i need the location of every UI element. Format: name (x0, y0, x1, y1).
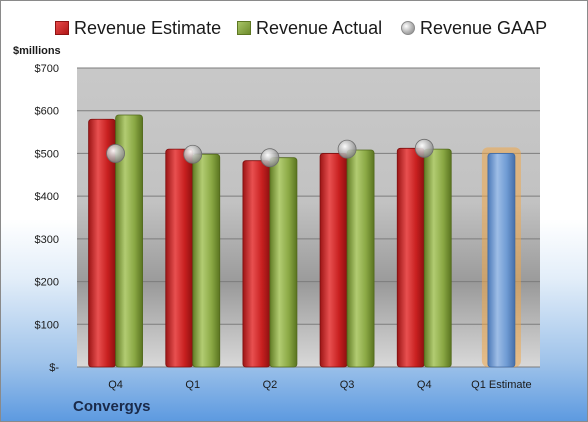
legend-label-gaap: Revenue GAAP (420, 17, 548, 38)
x-tick-label: Q4 (108, 379, 123, 391)
y-axis-units-label: $millions (13, 45, 61, 57)
bar-revenue-actual (423, 148, 452, 368)
bar-revenue-actual (269, 157, 298, 368)
legend-item-gaap: Revenue GAAP (401, 13, 547, 43)
bar-revenue-estimate (242, 160, 271, 368)
x-tick-label: Q3 (340, 379, 355, 391)
legend-label-actual: Revenue Actual (256, 17, 383, 38)
y-tick-label: $100 (35, 319, 59, 331)
y-tick-label: $400 (35, 191, 59, 203)
legend-swatch-gaap (401, 21, 415, 35)
bar-revenue-estimate (319, 153, 348, 368)
x-axis: Q4 Q1 Q2 Q3 Q4 Q1 Estimate (108, 379, 531, 391)
gridlines (77, 67, 540, 368)
bars (88, 114, 516, 368)
plot-area (77, 68, 540, 367)
x-tick-label: Q2 (263, 379, 278, 391)
marker-revenue-gaap (106, 144, 125, 163)
y-axis: $- $100 $200 $300 $400 $500 $600 $700 (35, 63, 60, 374)
x-tick-label: Q1 (185, 379, 200, 391)
bar-revenue-actual (115, 114, 143, 368)
legend-label-estimate: Revenue Estimate (74, 17, 222, 38)
legend-item-estimate: Revenue Estimate (55, 13, 221, 43)
x-tick-label: Q1 Estimate (471, 379, 532, 391)
bar-revenue-estimate (487, 153, 516, 368)
legend: Revenue Estimate Revenue Actual Revenue … (1, 13, 588, 43)
marker-revenue-gaap (260, 148, 280, 168)
legend-swatch-estimate (55, 21, 69, 35)
marker-revenue-gaap (183, 144, 203, 164)
y-tick-label: $300 (35, 234, 59, 246)
x-tick-label: Q4 (417, 379, 432, 391)
y-tick-label: $200 (35, 277, 59, 289)
y-tick-label: $600 (35, 106, 59, 118)
legend-item-actual: Revenue Actual (237, 13, 382, 43)
bar-revenue-actual (346, 149, 375, 368)
marker-revenue-gaap (414, 138, 434, 158)
gaap-markers (106, 138, 434, 168)
marker-revenue-gaap (337, 139, 357, 159)
y-tick-label: $500 (35, 148, 59, 160)
y-tick-label: $700 (35, 63, 59, 75)
bar-revenue-actual (192, 153, 221, 368)
bar-revenue-estimate (396, 147, 425, 368)
y-tick-label: $- (49, 362, 59, 374)
company-name: Convergys (73, 398, 151, 415)
legend-swatch-actual (237, 21, 251, 35)
bar-revenue-estimate (165, 148, 194, 368)
